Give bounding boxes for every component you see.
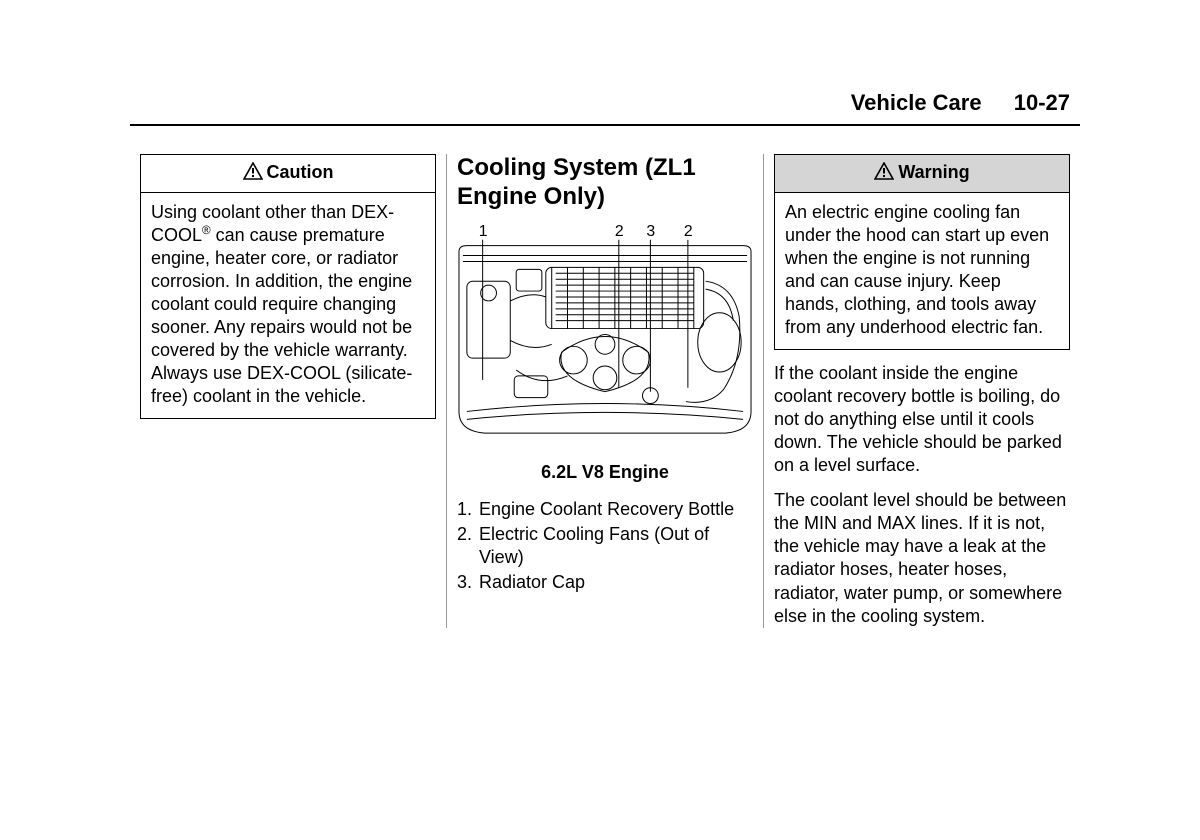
callout-label-2a: 2 <box>615 222 624 239</box>
warning-title-text: Warning <box>898 162 969 182</box>
page-number: 10-27 <box>1014 90 1070 115</box>
section-name: Vehicle Care <box>851 90 982 115</box>
manual-page: Vehicle Care 10-27 Caution Using coolant… <box>130 90 1080 628</box>
cooling-system-heading: Cooling System (ZL1 Engine Only) <box>457 154 753 212</box>
warning-box: Warning An electric engine cooling fan u… <box>774 154 1070 350</box>
caution-body: Using coolant other than DEX-COOL® can c… <box>141 193 435 418</box>
legend-item-2: 2.Electric Cooling Fans (Out of View) <box>479 523 753 569</box>
warning-title-bar: Warning <box>775 155 1069 193</box>
column-1: Caution Using coolant other than DEX-COO… <box>130 154 446 628</box>
legend-item-3: 3.Radiator Cap <box>479 571 753 594</box>
page-header: Vehicle Care 10-27 <box>130 90 1080 126</box>
callout-label-3: 3 <box>646 222 655 239</box>
callout-label-1: 1 <box>479 222 488 239</box>
caution-box: Caution Using coolant other than DEX-COO… <box>140 154 436 419</box>
figure-caption: 6.2L V8 Engine <box>457 461 753 484</box>
engine-bay-figure: 1 2 3 2 <box>457 222 753 439</box>
column-2: Cooling System (ZL1 Engine Only) 1 2 3 2 <box>446 154 763 628</box>
caution-title-text: Caution <box>267 162 334 182</box>
callout-label-2b: 2 <box>684 222 693 239</box>
content-columns: Caution Using coolant other than DEX-COO… <box>130 154 1080 628</box>
figure-legend-list: 1.Engine Coolant Recovery Bottle 2.Elect… <box>457 498 753 594</box>
warning-body: An electric engine cooling fan under the… <box>775 193 1069 349</box>
warning-triangle-icon <box>874 162 894 186</box>
legend-item-1: 1.Engine Coolant Recovery Bottle <box>479 498 753 521</box>
column-3: Warning An electric engine cooling fan u… <box>763 154 1080 628</box>
paragraph-coolant-level: The coolant level should be between the … <box>774 489 1070 627</box>
paragraph-coolant-boiling: If the coolant inside the engine coolant… <box>774 362 1070 477</box>
caution-title-bar: Caution <box>141 155 435 193</box>
caution-triangle-icon <box>243 162 263 186</box>
